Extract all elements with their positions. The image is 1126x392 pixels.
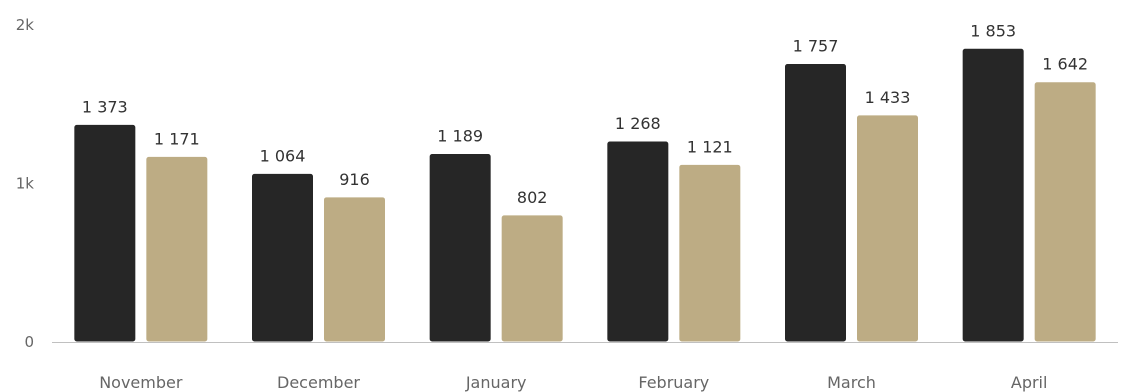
data-label: 1 642 — [1042, 55, 1088, 74]
bar-series-2-january[interactable] — [500, 214, 564, 343]
y-tick-label: 1k — [16, 175, 35, 193]
x-category-label: December — [277, 373, 360, 392]
y-tick-label: 2k — [16, 16, 35, 34]
bar-series-1-january[interactable] — [428, 153, 492, 343]
x-category-label: January — [465, 373, 527, 392]
x-category-label: February — [638, 373, 709, 392]
bar-series-2-december[interactable] — [323, 196, 386, 343]
bars — [73, 47, 1097, 343]
y-axis: 0 1k 2k — [16, 16, 35, 351]
data-label: 1 757 — [793, 37, 839, 56]
data-label: 1 064 — [260, 146, 306, 165]
data-label: 1 189 — [437, 127, 483, 146]
x-axis: November December January February March Apri… — [52, 342, 1118, 392]
x-category-label: November — [99, 373, 183, 392]
bar-series-1-november[interactable] — [73, 123, 137, 343]
data-label: 1 373 — [82, 97, 128, 116]
data-label: 1 853 — [970, 21, 1016, 40]
data-labels: 1 373 1 171 1 064 916 1 189 802 1 268 1 121 1 75… — [80, 20, 1089, 209]
data-label: 1 268 — [615, 114, 661, 133]
x-category-label: March — [827, 373, 876, 392]
bar-series-1-february[interactable] — [606, 140, 670, 343]
data-label: 1 433 — [865, 88, 911, 107]
bar-series-2-november[interactable] — [145, 155, 209, 343]
bar-series-1-march[interactable] — [784, 63, 847, 343]
data-label: 916 — [339, 170, 370, 189]
data-label: 1 121 — [687, 137, 733, 156]
bar-series-2-april[interactable] — [1033, 81, 1097, 343]
data-label: 802 — [517, 188, 548, 207]
bar-series-1-december[interactable] — [251, 172, 314, 343]
bar-series-1-april[interactable] — [961, 47, 1025, 343]
bar-series-2-march[interactable] — [856, 114, 919, 343]
bar-series-2-february[interactable] — [678, 163, 742, 343]
data-label: 1 171 — [154, 129, 200, 148]
y-tick-label: 0 — [24, 333, 34, 351]
x-category-label: April — [1011, 373, 1048, 392]
